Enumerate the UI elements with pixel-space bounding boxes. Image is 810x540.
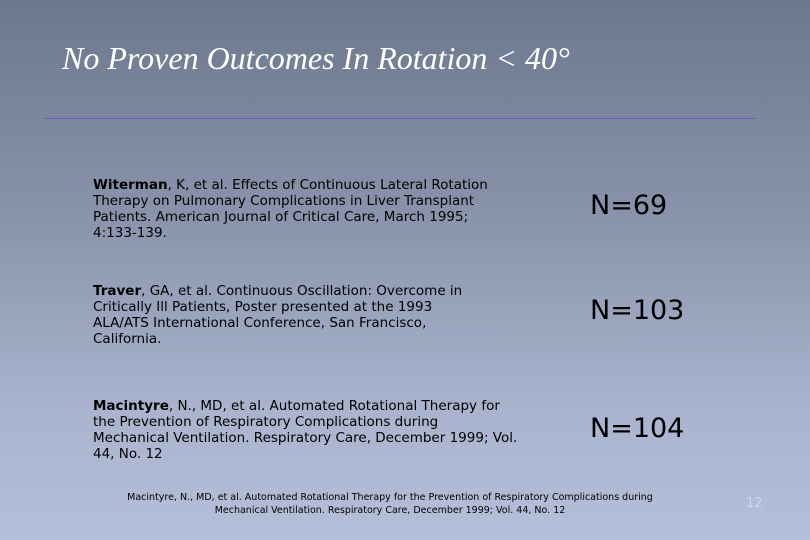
reference-text: , N., MD, et al. Automated Rotational Th… <box>93 398 518 462</box>
reference: Traver, GA, et al. Continuous Oscillatio… <box>93 283 488 347</box>
reference: Macintyre, N., MD, et al. Automated Rota… <box>93 398 518 462</box>
sample-size: N=69 <box>590 190 668 221</box>
slide-title: No Proven Outcomes In Rotation < 40° <box>62 40 570 76</box>
sample-size: N=103 <box>590 295 685 326</box>
reference: Witerman, K, et al. Effects of Continuou… <box>93 177 493 241</box>
title-rule <box>45 118 755 119</box>
reference-author: Witerman <box>93 177 168 193</box>
reference-text: , GA, et al. Continuous Oscillation: Ove… <box>93 283 463 347</box>
reference-author: Macintyre <box>93 398 169 414</box>
footnote: Macintyre, N., MD, et al. Automated Rota… <box>127 492 653 516</box>
sample-size: N=104 <box>590 413 685 444</box>
reference-text: , K, et al. Effects of Continuous Latera… <box>93 177 488 241</box>
reference-author: Traver <box>93 283 142 299</box>
page-number: 12 <box>746 496 763 511</box>
